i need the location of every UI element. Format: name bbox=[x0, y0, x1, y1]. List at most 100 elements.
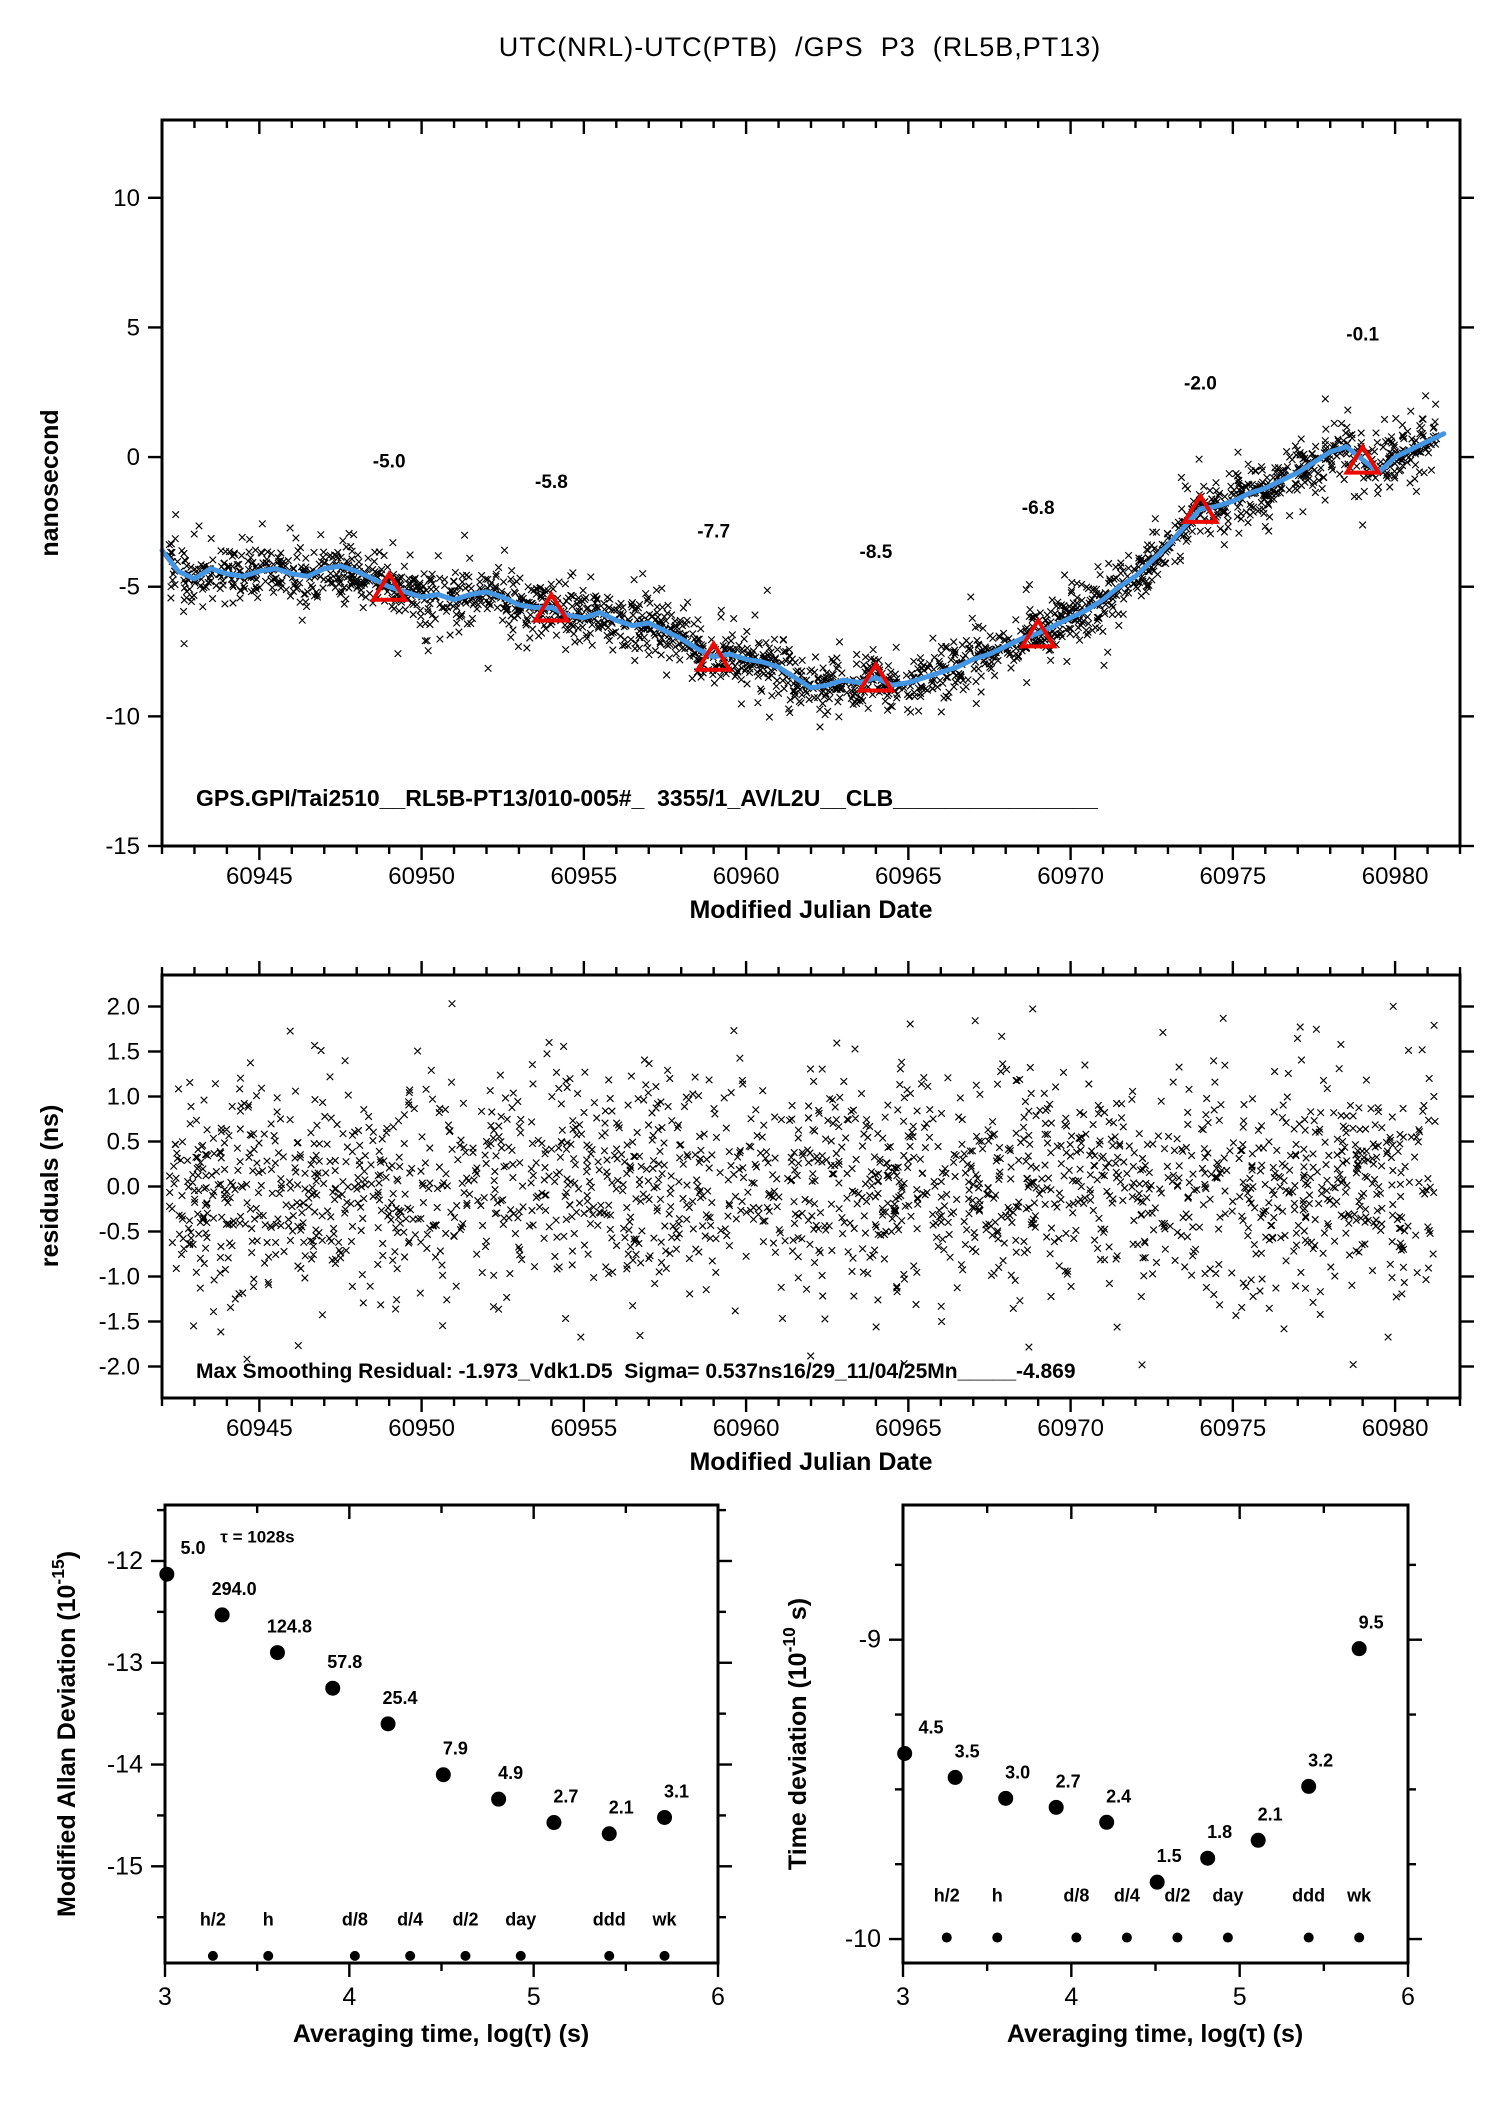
y-tick-label: -15 bbox=[105, 833, 140, 860]
y-tick-label: 0.5 bbox=[107, 1129, 140, 1156]
interval-label: d/8 bbox=[342, 1909, 368, 1929]
y-tick-label: -10 bbox=[845, 1925, 881, 1953]
calibration-triangle-marker bbox=[856, 660, 896, 693]
x-tick-label: 60945 bbox=[226, 1415, 293, 1442]
deviation-dot bbox=[1250, 1832, 1266, 1848]
calibration-triangle-marker bbox=[1180, 492, 1220, 524]
interval-label: ddd bbox=[593, 1909, 626, 1929]
y-tick-label: 5 bbox=[127, 314, 140, 341]
deviation-value-label: 25.4 bbox=[383, 1688, 418, 1708]
interval-dot bbox=[207, 1950, 218, 1961]
x-tick-label: 5 bbox=[1233, 1983, 1247, 2011]
tick-labels: 60945 60950 60955 60960 60965 60970 60975 60980… bbox=[105, 185, 1428, 890]
interval-dot bbox=[1121, 1932, 1132, 1943]
calibration-value-label: -5.0 bbox=[373, 451, 406, 472]
deviation-value-label: 2.7 bbox=[1056, 1771, 1081, 1791]
y-tick-label: 1.5 bbox=[107, 1039, 140, 1066]
axis-ticks bbox=[148, 961, 1474, 1412]
residuals-panel: 60945 60950 60955 60960 60965 60970 60975 60980… bbox=[99, 961, 1474, 1442]
interval-dot bbox=[515, 1950, 526, 1961]
calibration-value-label: -5.8 bbox=[535, 472, 568, 493]
interval-label: h bbox=[992, 1886, 1003, 1906]
y-tick-label: -10 bbox=[105, 703, 140, 730]
interval-dot bbox=[1222, 1932, 1233, 1943]
deviation-dot bbox=[897, 1745, 913, 1761]
y-tick-label: 0.0 bbox=[107, 1174, 140, 1201]
interval-dot bbox=[1172, 1932, 1183, 1943]
calibration-value-label: -2.0 bbox=[1184, 374, 1217, 395]
x-tick-label: 60955 bbox=[550, 863, 617, 890]
y-tick-label: 1.0 bbox=[107, 1084, 140, 1111]
x-tick-label: 60980 bbox=[1362, 1415, 1429, 1442]
y-tick-label: -15 bbox=[107, 1852, 143, 1880]
calibration-value-label: -8.5 bbox=[860, 542, 893, 563]
deviation-value-label: 124.8 bbox=[267, 1617, 312, 1637]
tdev-panel: 4.5 3.5 3.0 2.7 2.4 1.5 1.8 2.1 3.2 9.5 h/2 h d/8 d/4… bbox=[845, 1503, 1422, 2011]
residuals-panel-footer: Max Smoothing Residual: -1.973_Vdk1.D5 S… bbox=[196, 1360, 1076, 1383]
x-tick-label: 60965 bbox=[875, 863, 942, 890]
tau-note: τ = 1028s bbox=[220, 1528, 294, 1547]
interval-label: d/2 bbox=[1164, 1886, 1190, 1906]
y-tick-label: -1.0 bbox=[99, 1264, 140, 1291]
y-tick-label: -13 bbox=[107, 1649, 143, 1677]
deviation-dot bbox=[998, 1790, 1014, 1806]
tick-labels: 3 4 5 6 -12 -13 -14 -15 bbox=[107, 1547, 725, 2011]
deviation-dot bbox=[1301, 1778, 1317, 1794]
averaging-interval-markers: h/2 h d/8 d/4 d/2 day ddd wk bbox=[200, 1909, 678, 1961]
deviation-value-label: 2.1 bbox=[1258, 1804, 1283, 1824]
interval-label: wk bbox=[1346, 1886, 1372, 1906]
x-tick-label: 60980 bbox=[1362, 863, 1429, 890]
interval-dot bbox=[460, 1950, 471, 1961]
calibration-triangle-marker bbox=[1343, 442, 1383, 475]
y-tick-label: -14 bbox=[107, 1751, 143, 1779]
page-title: UTC(NRL)-UTC(PTB) /GPS P3 (RL5B,PT13) bbox=[499, 32, 1102, 62]
deviation-value-label: 2.7 bbox=[553, 1787, 578, 1807]
mdev-ylabel: Modified Allan Deviation (10-15) bbox=[48, 1551, 81, 1917]
calibration-triangles: -5.0 -5.8 -7.7 -8.5 -6.8 -2.0 -0.1 bbox=[369, 324, 1383, 693]
tick-labels: 60945 60950 60955 60960 60965 60970 60975 60980… bbox=[99, 994, 1429, 1443]
interval-dot bbox=[1303, 1932, 1314, 1943]
deviation-points: 5.0 294.0 124.8 57.8 25.4 7.9 4.9 2.7 2.1 3.1 bbox=[159, 1538, 689, 1842]
deviation-value-label: 7.9 bbox=[443, 1739, 468, 1759]
tick-labels: 3 4 5 6 -9 -10 bbox=[845, 1626, 1415, 2011]
deviation-dot bbox=[1149, 1874, 1165, 1890]
deviation-dot bbox=[1351, 1641, 1367, 1657]
x-tick-label: 5 bbox=[527, 1983, 541, 2011]
deviation-value-label: 1.5 bbox=[1157, 1846, 1182, 1866]
deviation-dot bbox=[947, 1769, 963, 1785]
deviation-dot bbox=[1200, 1850, 1216, 1866]
interval-label: h bbox=[263, 1909, 274, 1929]
x-tick-label: 60970 bbox=[1037, 1415, 1104, 1442]
interval-label: wk bbox=[652, 1909, 678, 1929]
calibration-value-label: -0.1 bbox=[1346, 324, 1379, 345]
deviation-dot bbox=[491, 1791, 507, 1807]
deviation-dot bbox=[435, 1767, 451, 1783]
calibration-value-label: -7.7 bbox=[697, 521, 730, 542]
y-tick-label: -1.5 bbox=[99, 1309, 140, 1336]
x-tick-label: 60950 bbox=[388, 863, 455, 890]
interval-label: d/2 bbox=[452, 1909, 478, 1929]
interval-dot bbox=[405, 1950, 416, 1961]
deviation-dot bbox=[214, 1607, 230, 1623]
x-tick-label: 3 bbox=[158, 1983, 172, 2011]
interval-dot bbox=[992, 1932, 1003, 1943]
interval-dot bbox=[1071, 1932, 1082, 1943]
x-tick-label: 60945 bbox=[226, 863, 293, 890]
interval-dot bbox=[349, 1950, 360, 1961]
x-tick-label: 60970 bbox=[1037, 863, 1104, 890]
interval-label: h/2 bbox=[934, 1886, 960, 1906]
deviation-dot bbox=[159, 1566, 175, 1582]
deviation-value-label: 3.2 bbox=[1308, 1750, 1333, 1770]
y-tick-label: -2.0 bbox=[99, 1354, 140, 1381]
deviation-value-label: 1.8 bbox=[1207, 1822, 1232, 1842]
residuals-panel-xlabel: Modified Julian Date bbox=[689, 1448, 932, 1476]
calibration-triangle-marker bbox=[694, 639, 734, 672]
interval-dot bbox=[1354, 1932, 1365, 1943]
deviation-value-label: 3.1 bbox=[664, 1781, 689, 1801]
residuals-panel-ylabel: residuals (ns) bbox=[36, 1105, 64, 1268]
vondrak-smoothed-line bbox=[159, 431, 1447, 691]
tdev-panel-xlabel: Averaging time, log(τ) (s) bbox=[1007, 2020, 1303, 2048]
interval-dot bbox=[941, 1932, 952, 1943]
calibration-value-label: -6.8 bbox=[1022, 498, 1055, 519]
